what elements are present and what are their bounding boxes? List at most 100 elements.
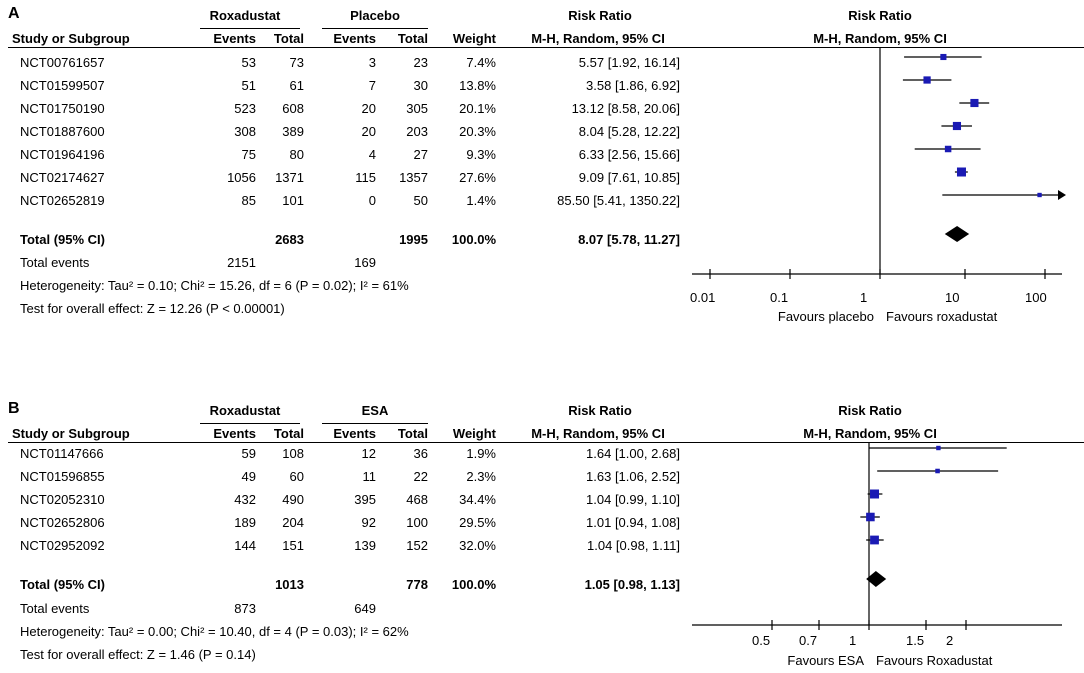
x-axis: [692, 620, 1062, 630]
total2-cell: 152: [406, 538, 428, 553]
events1-cell: 85: [241, 193, 256, 208]
study-name: NCT01147666: [20, 446, 104, 461]
forest-plot-a: [692, 47, 1066, 279]
plot-method-header: M-H, Random, 95% CI: [803, 426, 937, 441]
total1-cell: 151: [282, 538, 304, 553]
header-rule: [8, 47, 1084, 48]
total1-cell: 1013: [275, 577, 304, 592]
total-events2-cell: 169: [354, 255, 376, 270]
weight-cell: 1.9%: [466, 446, 496, 461]
pooled-effect: [866, 571, 887, 587]
favours-right-label: Favours roxadustat: [886, 309, 998, 324]
plot-title: Risk Ratio: [838, 403, 902, 418]
pooled-effect: [944, 226, 970, 242]
group1-underline: [200, 28, 300, 29]
risk-ratio-header: Risk Ratio: [568, 8, 632, 23]
forest-plot-b: [692, 442, 1062, 630]
events1-header: Events: [213, 31, 256, 46]
group2-underline: [322, 423, 428, 424]
events1-cell: 49: [241, 469, 256, 484]
total2-cell: 1357: [399, 170, 428, 185]
total1-header: Total: [273, 426, 304, 441]
events2-cell: 3: [368, 55, 376, 70]
group1-header: Roxadustat: [209, 403, 281, 418]
weight-header: Weight: [452, 426, 496, 441]
risk-ratio-header: Risk Ratio: [568, 403, 632, 418]
total1-header: Total: [273, 31, 304, 46]
total-events2-cell: 649: [354, 601, 376, 616]
tick-label: 1: [860, 290, 868, 305]
weight-header: Weight: [452, 31, 496, 46]
events1-header: Events: [213, 426, 256, 441]
events2-cell: 92: [361, 515, 376, 530]
study-name: NCT02952092: [20, 538, 105, 553]
weight-cell: 9.3%: [466, 147, 496, 162]
events2-cell: 395: [354, 492, 376, 507]
ci-cell: 1.04 [0.99, 1.10]: [586, 492, 680, 507]
ci-cell: 5.57 [1.92, 16.14]: [578, 55, 680, 70]
ci-cell: 1.63 [1.06, 2.52]: [586, 469, 680, 484]
study-name: NCT01750190: [20, 101, 105, 116]
ci-cell: 9.09 [7.61, 10.85]: [578, 170, 680, 185]
total1-cell: 389: [282, 124, 304, 139]
total2-cell: 468: [406, 492, 428, 507]
events2-header: Events: [333, 426, 376, 441]
total2-cell: 27: [413, 147, 428, 162]
events1-cell: 75: [241, 147, 256, 162]
events1-cell: 53: [241, 55, 256, 70]
tick-label: 0.7: [799, 633, 818, 648]
total-events1-cell: 873: [234, 601, 256, 616]
overall-effect-text: Test for overall effect: Z = 1.46 (P = 0…: [20, 647, 256, 662]
total2-cell: 203: [406, 124, 428, 139]
study-point-marker: [970, 98, 979, 108]
overall-effect-text: Test for overall effect: Z = 12.26 (P < …: [20, 301, 285, 316]
tick-label: 2: [946, 633, 954, 648]
total2-cell: 305: [406, 101, 428, 116]
study-name: NCT00761657: [20, 55, 105, 70]
study-name: NCT01599507: [20, 78, 105, 93]
events1-cell: 144: [234, 538, 256, 553]
total2-cell: 1995: [399, 232, 428, 247]
weight-cell: 2.3%: [466, 469, 496, 484]
events1-cell: 59: [241, 446, 256, 461]
weight-cell: 32.0%: [459, 538, 496, 553]
events1-cell: 1056: [227, 170, 256, 185]
total1-cell: 204: [282, 515, 304, 530]
study-point-marker: [940, 53, 947, 61]
study-name: NCT02652806: [20, 515, 105, 530]
total2-cell: 22: [413, 469, 428, 484]
total2-cell: 100: [406, 515, 428, 530]
panel-letter: B: [8, 400, 20, 417]
group2-underline: [322, 28, 428, 29]
events1-cell: 51: [241, 78, 256, 93]
total1-cell: 61: [289, 78, 304, 93]
weight-cell: 20.3%: [459, 124, 496, 139]
events1-cell: 432: [234, 492, 256, 507]
study-name: NCT02174627: [20, 170, 105, 185]
events2-cell: 12: [361, 446, 376, 461]
events2-cell: 20: [361, 101, 376, 116]
total2-cell: 778: [406, 577, 428, 592]
favours-right-label: Favours Roxadustat: [876, 653, 993, 668]
ci-cell: 8.04 [5.28, 12.22]: [578, 124, 680, 139]
events1-cell: 189: [234, 515, 256, 530]
ci-cell: 13.12 [8.58, 20.06]: [571, 101, 680, 116]
study-name: NCT01964196: [20, 147, 105, 162]
x-axis: [692, 269, 1062, 279]
total-events-label: Total events: [20, 601, 90, 616]
ci-cell: 1.01 [0.94, 1.08]: [586, 515, 680, 530]
total-label: Total (95% CI): [20, 232, 105, 247]
events2-cell: 4: [368, 147, 376, 162]
study-point-marker: [935, 468, 940, 474]
total1-cell: 73: [289, 55, 304, 70]
total2-cell: 50: [413, 193, 428, 208]
group2-header: Placebo: [350, 8, 400, 23]
study-column-header: Study or Subgroup: [12, 31, 130, 46]
tick-label: 100: [1025, 290, 1047, 305]
favours-left-label: Favours ESA: [787, 653, 864, 668]
study-point-marker: [1037, 192, 1042, 198]
total2-cell: 23: [413, 55, 428, 70]
tick-label: 0.1: [770, 290, 789, 305]
ci-cell: 1.64 [1.00, 2.68]: [586, 446, 680, 461]
total2-cell: 36: [413, 446, 428, 461]
